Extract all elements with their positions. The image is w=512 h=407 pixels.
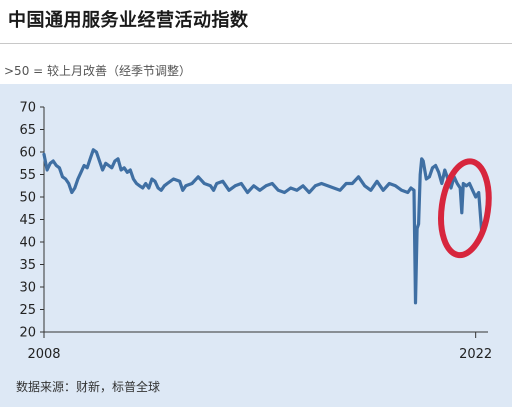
highlight-layer: [438, 158, 492, 259]
highlight-ring: [438, 158, 492, 259]
y-tick-label: 30: [19, 281, 36, 296]
x-axis: 2008 2022: [27, 331, 492, 362]
y-tick-label: 50: [19, 191, 36, 206]
y-tick-label: 70: [19, 101, 36, 116]
page-title: 中国通用服务业经营活动指数: [8, 10, 249, 31]
x-tick-label: 2008: [27, 347, 60, 362]
series-layer: [42, 148, 484, 305]
x-tick-label: 2022: [459, 347, 492, 362]
y-axis: 20 25 30 35 40 45 50 55 60 65 70: [19, 101, 45, 341]
y-tick-label: 20: [19, 326, 36, 341]
data-source-note: 数据来源：财新，标普全球: [16, 380, 161, 394]
title-divider: [0, 43, 512, 44]
y-tick-label: 40: [19, 236, 36, 251]
y-tick-label: 35: [19, 258, 36, 273]
y-tick-label: 45: [19, 213, 36, 228]
chart-subtitle: >50 = 较上月改善（经季节调整）: [4, 64, 192, 78]
y-tick-label: 60: [19, 146, 36, 161]
series-line-0: [42, 148, 484, 305]
y-tick-label: 65: [19, 123, 36, 138]
y-tick-label: 25: [19, 303, 36, 318]
y-tick-label: 55: [19, 168, 36, 183]
plot-background: [0, 84, 512, 407]
